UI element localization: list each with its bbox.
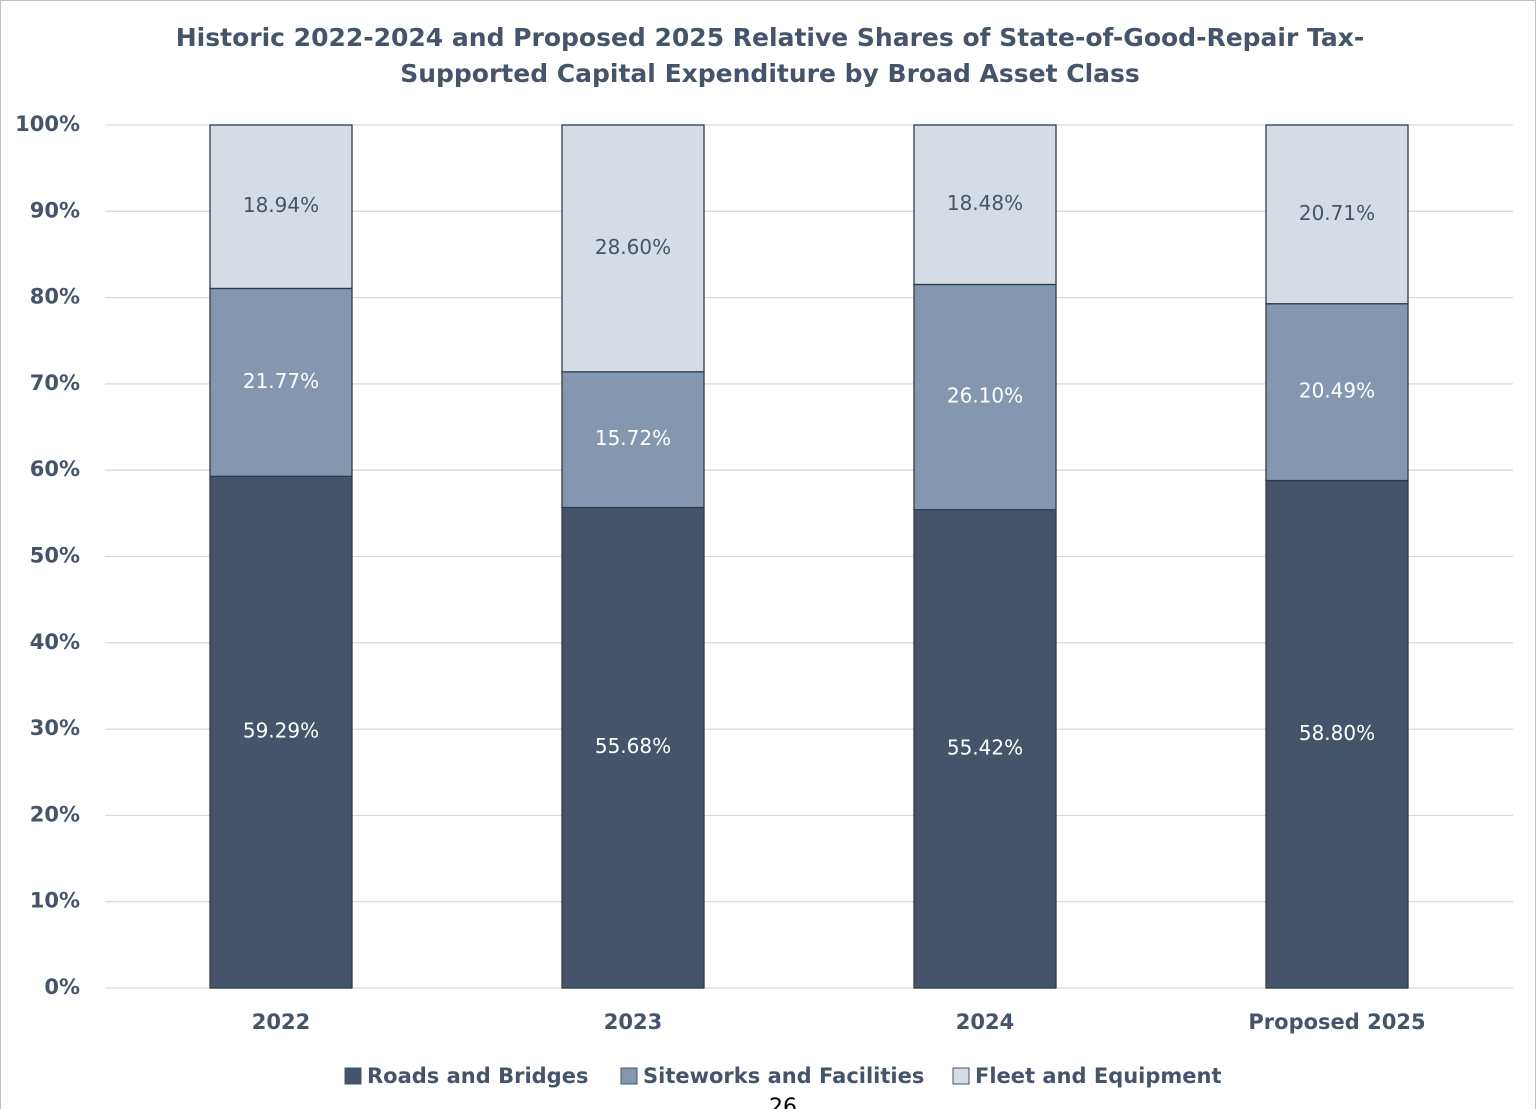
- bar-segment: [209, 475, 353, 989]
- y-tick-label: 10%: [30, 889, 80, 913]
- y-tick-label: 90%: [30, 198, 80, 222]
- legend-swatch: [620, 1067, 638, 1085]
- legend-label: Siteworks and Facilities: [643, 1064, 924, 1088]
- data-label: 55.68%: [595, 734, 671, 758]
- x-tick-label: 2022: [252, 1010, 310, 1034]
- x-tick-label: 2023: [604, 1010, 662, 1034]
- x-tick-label: Proposed 2025: [1248, 1010, 1425, 1034]
- bar-segment: [913, 283, 1057, 511]
- y-tick-label: 50%: [30, 544, 80, 568]
- bar-segment: [209, 287, 353, 477]
- legend-label: Fleet and Equipment: [975, 1064, 1222, 1088]
- y-tick-label: 70%: [30, 371, 80, 395]
- bar-segment: [1265, 479, 1409, 989]
- data-label: 18.48%: [947, 191, 1023, 215]
- y-tick-label: 60%: [30, 457, 80, 481]
- data-label: 55.42%: [947, 735, 1023, 759]
- page-number: 26: [769, 1095, 797, 1109]
- data-label: 28.60%: [595, 235, 671, 259]
- data-label: 20.49%: [1299, 379, 1375, 403]
- bar-segment: [1265, 124, 1409, 305]
- y-tick-label: 20%: [30, 802, 80, 826]
- y-tick-label: 30%: [30, 716, 80, 740]
- data-label: 18.94%: [243, 193, 319, 217]
- legend-swatch: [952, 1067, 970, 1085]
- chart-title: Supported Capital Expenditure by Broad A…: [400, 59, 1140, 88]
- x-tick-label: 2024: [956, 1010, 1014, 1034]
- data-label: 15.72%: [595, 426, 671, 450]
- y-tick-label: 100%: [15, 112, 80, 136]
- y-tick-label: 40%: [30, 630, 80, 654]
- data-label: 59.29%: [243, 719, 319, 743]
- bar-segment: [209, 124, 353, 290]
- bar-segment: [1265, 303, 1409, 482]
- bar-segment: [561, 371, 705, 509]
- legend-swatch: [344, 1067, 362, 1085]
- legend-label: Roads and Bridges: [367, 1064, 588, 1088]
- y-tick-label: 0%: [44, 975, 80, 999]
- bar-segment: [561, 124, 705, 373]
- y-tick-label: 80%: [30, 285, 80, 309]
- data-label: 21.77%: [243, 369, 319, 393]
- data-label: 20.71%: [1299, 201, 1375, 225]
- data-label: 26.10%: [947, 384, 1023, 408]
- data-label: 58.80%: [1299, 721, 1375, 745]
- bar-segment: [913, 124, 1057, 286]
- bar-segment: [561, 506, 705, 989]
- chart-title: Historic 2022-2024 and Proposed 2025 Rel…: [176, 23, 1364, 52]
